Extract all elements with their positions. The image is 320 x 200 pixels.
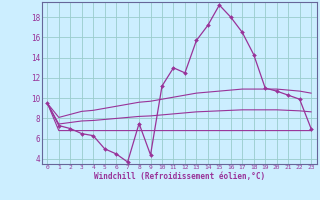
X-axis label: Windchill (Refroidissement éolien,°C): Windchill (Refroidissement éolien,°C) — [94, 172, 265, 181]
